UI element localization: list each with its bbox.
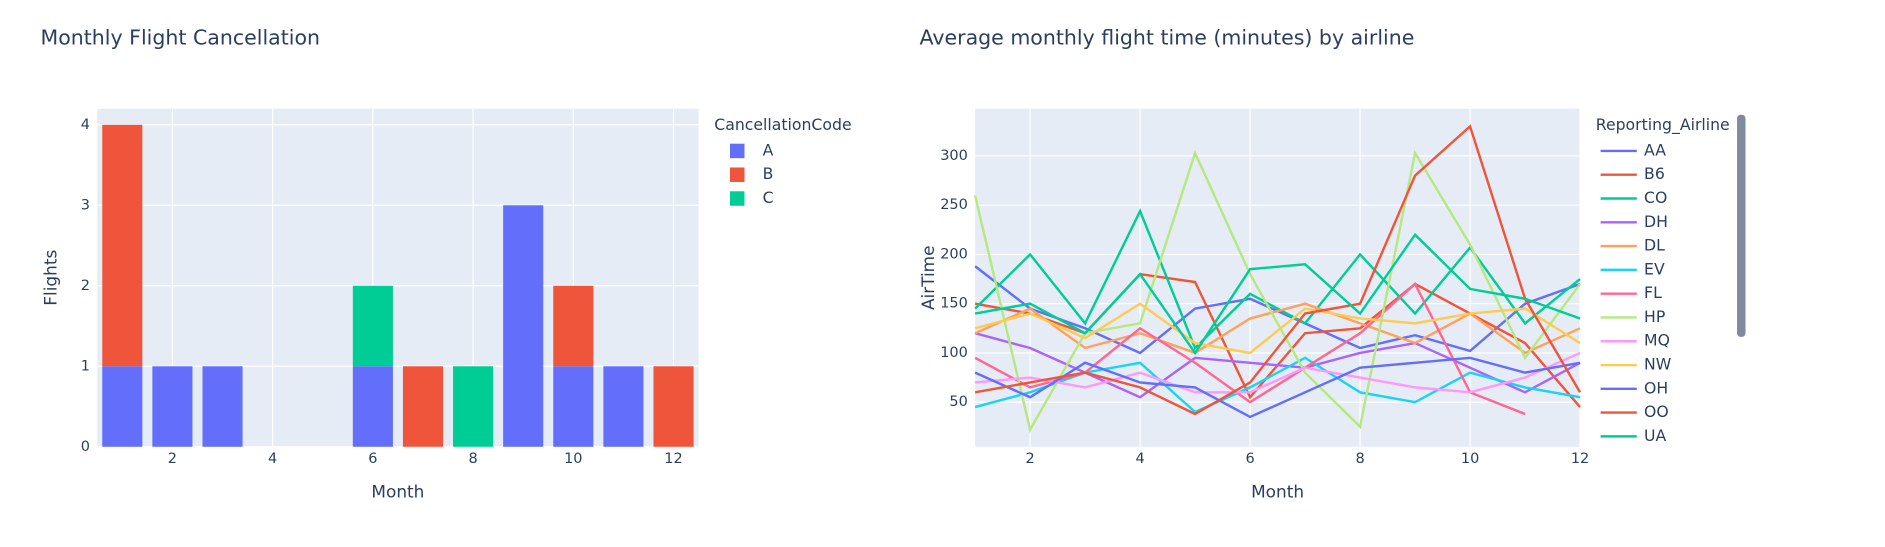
y-tick-label: 0 [81,439,90,455]
x-tick-label: 2 [1025,451,1034,467]
legend-swatch [729,143,745,159]
legend-label: HP [1644,307,1665,326]
bar [553,285,594,367]
legend-title: CancellationCode [714,115,851,134]
x-tick-label: 12 [1571,451,1589,467]
line [974,302,1581,355]
x-axis-title: Month [1251,482,1304,502]
legend-title: Reporting_Airline [1596,115,1730,135]
bar [553,366,594,447]
y-tick-label: 150 [940,296,968,312]
line [974,356,1581,419]
x-tick-label: 12 [664,451,682,467]
plot-bg [975,108,1581,447]
bar [202,366,243,447]
x-tick-label: 6 [1245,451,1254,467]
bar [102,124,143,367]
bar [352,285,393,367]
plot-bg [97,108,699,447]
x-axis-title: Month [371,482,424,502]
y-tick-label: 250 [940,197,968,213]
legend-swatch [729,167,745,182]
line [974,351,1581,394]
bar [503,205,544,447]
y-tick-label: 2 [81,278,90,294]
bar [603,366,644,447]
x-tick-label: 4 [1135,451,1144,467]
legend-scrollbar[interactable] [1737,114,1746,337]
line [973,149,1582,434]
legend-label: EV [1644,259,1665,278]
legend-label: NW [1644,355,1671,374]
line [974,232,1581,356]
line [974,124,1582,416]
y-tick-label: 100 [940,345,968,361]
legend-label: DL [1644,236,1665,255]
bar [453,366,494,447]
legend-label: CO [1644,188,1667,207]
legend-label: FL [1644,283,1662,302]
legend-label: B6 [1644,164,1665,183]
line [974,208,1581,351]
y-tick-label: 200 [940,246,968,262]
legend-label: OH [1644,378,1668,397]
chart-title: Monthly Flight Cancellation [40,26,320,50]
bar [402,366,444,447]
legend-label: A [763,140,774,159]
x-tick-label: 10 [1461,451,1479,467]
y-tick-label: 3 [81,197,90,213]
x-tick-label: 4 [268,451,277,467]
x-tick-label: 8 [468,451,477,467]
legend-label: OO [1644,402,1669,421]
bar [152,366,193,447]
x-tick-label: 6 [368,451,377,467]
legend-label: DH [1644,212,1668,231]
x-tick-label: 10 [564,451,582,467]
x-tick-label: 8 [1355,451,1364,467]
x-tick-label: 2 [168,451,177,467]
chart-title: Average monthly flight time (minutes) by… [920,26,1415,50]
legend-label: AA [1644,140,1666,159]
y-axis-title: Flights [40,250,60,306]
y-tick-label: 50 [949,394,967,410]
y-axis-title: AirTime [918,245,938,310]
legend-label: MQ [1644,331,1670,350]
bar [653,366,694,447]
legend-swatch [729,191,745,206]
legend-label: C [763,188,774,207]
y-tick-label: 300 [940,148,968,164]
bar [352,366,393,447]
legend-label: B [763,164,774,183]
legend-label: UA [1644,426,1666,445]
y-tick-label: 1 [81,358,90,374]
line [974,302,1581,355]
bar [102,366,143,447]
y-tick-label: 4 [81,117,90,133]
